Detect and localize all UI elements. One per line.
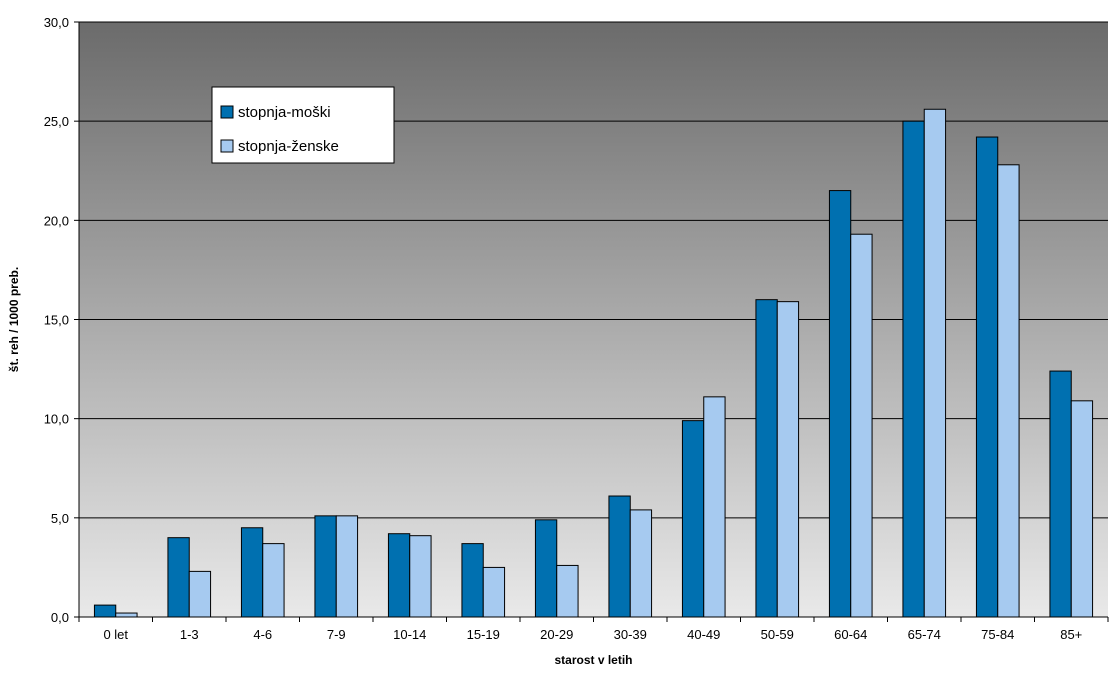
bar-zenske [115, 612, 138, 618]
bar-zenske [409, 535, 432, 618]
bar-zenske [188, 570, 212, 618]
bar-moski [167, 537, 190, 618]
x-tick-label: 60-64 [834, 627, 867, 642]
y-tick-label: 25,0 [44, 114, 69, 129]
x-tick-label: 75-84 [981, 627, 1014, 642]
legend-label-zenske: stopnja-ženske [238, 138, 339, 155]
y-tick-label: 0,0 [51, 610, 69, 625]
y-tick-labels: 0,0 5,0 10,0 15,0 20,0 25,0 30,0 [44, 15, 69, 625]
x-tick-label: 1-3 [180, 627, 199, 642]
x-tick-label: 10-14 [393, 627, 426, 642]
bar-moski [387, 533, 411, 618]
x-tick-labels: 0 let 1-3 4-6 7-9 10-14 15-19 20-29 30-39 40-49 5… [103, 627, 1082, 642]
bar-moski [681, 420, 705, 618]
bar-zenske [850, 233, 873, 618]
bar-zenske [556, 564, 579, 618]
legend-swatch-zenske [220, 139, 234, 153]
legend-box [211, 86, 395, 164]
bar-moski [1049, 370, 1072, 618]
legend-swatch-moski [220, 105, 234, 119]
legend: stopnja-moški stopnja-ženske [211, 86, 395, 164]
bar-zenske [335, 515, 359, 618]
bar-zenske [923, 108, 947, 618]
x-tick-label: 65-74 [908, 627, 941, 642]
bar-moski [902, 120, 925, 618]
y-axis-title: št. reh / 1000 preb. [7, 267, 21, 372]
y-tick-label: 15,0 [44, 313, 69, 328]
bar-moski [828, 190, 852, 618]
x-tick-label: 30-39 [614, 627, 647, 642]
bar-zenske [703, 396, 726, 618]
bar-zenske [262, 543, 285, 618]
bar-zenske [482, 566, 506, 618]
bar-moski [93, 604, 117, 618]
x-axis-title: starost v letih [554, 653, 632, 667]
bar-moski [608, 495, 631, 618]
bar-moski [975, 136, 999, 618]
bar-moski [240, 527, 264, 618]
x-tick-label: 15-19 [467, 627, 500, 642]
bar-zenske [1070, 400, 1094, 618]
y-tick-label: 10,0 [44, 412, 69, 427]
legend-label-moski: stopnja-moški [238, 104, 331, 121]
bars [93, 108, 1094, 618]
bar-zenske [629, 509, 653, 618]
x-tick-label: 50-59 [761, 627, 794, 642]
axes [74, 21, 1109, 622]
bar-zenske [776, 301, 800, 618]
y-tick-label: 30,0 [44, 15, 69, 30]
x-tick-label: 0 let [103, 627, 128, 642]
bar-zenske [997, 164, 1020, 618]
y-tick-label: 20,0 [44, 213, 69, 228]
x-tick-label: 85+ [1060, 627, 1082, 642]
x-tick-label: 20-29 [540, 627, 573, 642]
y-tick-label: 5,0 [51, 511, 69, 526]
bar-moski [755, 299, 778, 618]
x-tick-label: 4-6 [253, 627, 272, 642]
bar-moski [461, 543, 484, 618]
bar-moski [534, 519, 558, 618]
x-tick-label: 7-9 [327, 627, 346, 642]
x-tick-label: 40-49 [687, 627, 720, 642]
bar-moski [314, 515, 337, 618]
